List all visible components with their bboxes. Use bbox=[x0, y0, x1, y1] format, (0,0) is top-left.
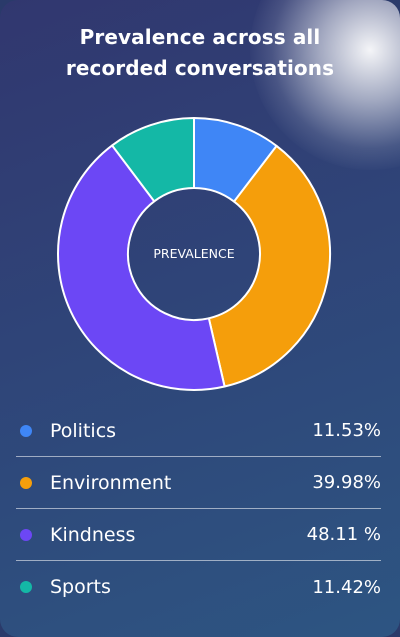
legend-label: Kindness bbox=[50, 523, 136, 546]
donut-slice-kindness bbox=[57, 144, 226, 391]
legend-label: Environment bbox=[50, 471, 172, 494]
donut-slice-environment bbox=[207, 144, 331, 388]
donut-slice-sports bbox=[111, 117, 195, 203]
legend-value: 48.11 % bbox=[306, 524, 381, 545]
legend-value: 39.98% bbox=[312, 472, 381, 493]
politics-dot-icon bbox=[20, 424, 32, 437]
legend-item-kindness: Kindness 48.11 % bbox=[16, 509, 381, 561]
donut-center-label: PREVALENCE bbox=[153, 246, 234, 261]
legend-label: Politics bbox=[50, 419, 117, 442]
legend-item-environment: Environment 39.98% bbox=[16, 457, 381, 509]
kindness-dot-icon bbox=[20, 528, 32, 541]
legend: Politics 11.53% Environment 39.98% Kindn… bbox=[16, 405, 381, 613]
legend-label: Sports bbox=[50, 576, 111, 598]
environment-dot-icon bbox=[20, 476, 32, 489]
legend-value: 11.42% bbox=[312, 576, 381, 598]
donut-chart: PREVALENCE bbox=[57, 117, 331, 391]
legend-item-sports: Sports 11.42% bbox=[16, 561, 381, 613]
donut-slices bbox=[57, 117, 331, 391]
chart-title: Prevalence across all recorded conversat… bbox=[65, 25, 335, 80]
legend-item-politics: Politics 11.53% bbox=[16, 405, 381, 457]
sports-dot-icon bbox=[20, 581, 32, 593]
legend-value: 11.53% bbox=[312, 420, 381, 441]
